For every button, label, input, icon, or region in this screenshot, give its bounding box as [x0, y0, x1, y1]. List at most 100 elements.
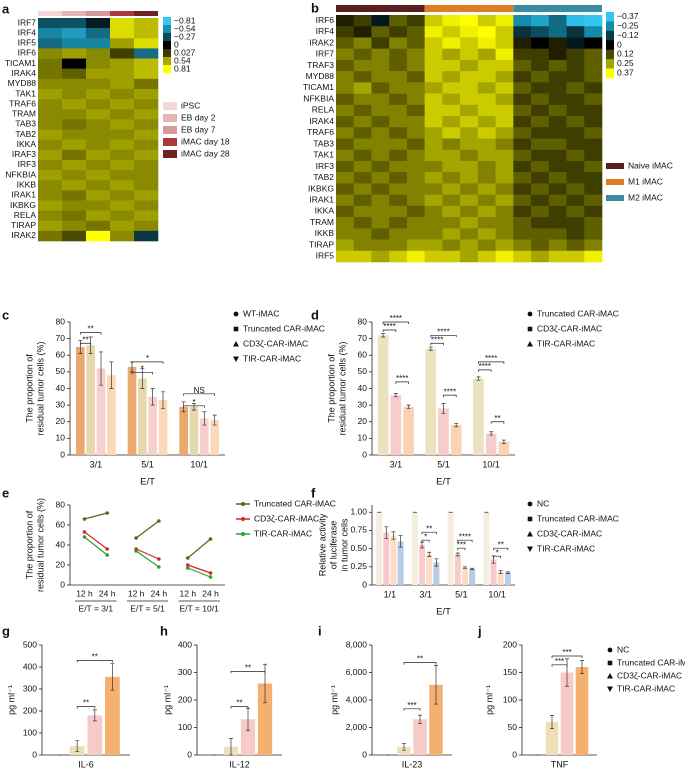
y-tick-label: 60 — [56, 350, 66, 360]
row-label: IRAK1 — [309, 195, 334, 205]
heat-cell — [353, 116, 372, 128]
legend-swatch — [163, 138, 177, 146]
heat-cell — [460, 37, 479, 49]
heat-cell — [548, 138, 567, 151]
heat-cell — [86, 88, 111, 100]
heat-cell — [424, 239, 443, 252]
panel-label: e — [2, 485, 9, 500]
heat-cell — [110, 119, 135, 130]
heat-cell — [62, 190, 87, 201]
heat-cell — [353, 104, 372, 117]
heat-cell — [62, 139, 87, 151]
heat-cell — [513, 93, 532, 106]
bar — [447, 512, 454, 585]
scale-box — [606, 40, 614, 51]
y-tick-label: 70 — [358, 333, 368, 343]
y-tick-label: 20 — [358, 416, 368, 426]
group-bar — [336, 5, 425, 12]
bar — [498, 441, 510, 455]
heat-cell — [442, 205, 461, 218]
heat-cell — [86, 68, 111, 80]
series-line — [135, 520, 160, 539]
error-bar — [78, 339, 83, 354]
y-tick-label: 30 — [358, 399, 368, 409]
heat-cell — [86, 159, 111, 171]
heat-cell — [584, 116, 603, 128]
bar — [461, 567, 468, 585]
significance-label: **** — [479, 362, 491, 371]
heat-cell — [62, 170, 87, 181]
scale-box — [163, 25, 171, 34]
y-tick-label: 500 — [23, 639, 37, 649]
heat-cell — [584, 71, 603, 83]
x-tick-label: IL-6 — [78, 759, 94, 769]
legend-marker — [527, 501, 533, 507]
y-tick-label: 80 — [358, 316, 368, 326]
row-label: MYD88 — [8, 78, 37, 88]
heat-cell — [495, 82, 514, 94]
heat-cell — [584, 104, 603, 117]
heat-cell — [406, 59, 425, 72]
scale-label: −0.25 — [617, 20, 639, 30]
significance-bracket — [457, 547, 466, 551]
row-label: IKBKG — [308, 183, 334, 193]
heat-cell — [460, 138, 479, 151]
error-bar — [92, 709, 97, 722]
heat-cell — [442, 127, 461, 139]
heat-cell — [531, 149, 550, 162]
heat-cell — [336, 15, 355, 27]
x-tick-label: 24 h — [99, 588, 116, 598]
point — [208, 571, 213, 575]
heat-cell — [531, 48, 550, 61]
bar — [377, 335, 389, 455]
heat-cell — [531, 138, 550, 151]
heat-cell — [389, 250, 408, 263]
y-tick-label: 300 — [178, 667, 192, 677]
legend-marker — [527, 546, 533, 552]
y-tick-label: 10 — [358, 433, 368, 443]
scale-label: −0.37 — [617, 11, 639, 21]
legend-label: CD3ζ-CAR-iMAC — [537, 528, 602, 538]
scale-label: 0.37 — [617, 68, 634, 78]
heat-cell — [460, 93, 479, 106]
heat-cell — [566, 228, 585, 240]
heat-cell — [110, 88, 135, 100]
y-tick-label: 150 — [503, 667, 517, 677]
heat-cell — [353, 93, 372, 106]
bar — [545, 722, 559, 755]
series-line — [135, 548, 160, 560]
error-bar — [470, 567, 475, 571]
heat-cell — [353, 149, 372, 162]
scale-box — [163, 17, 171, 26]
legend-label: TIR-CAR-iMAC — [537, 338, 595, 348]
heat-cell — [353, 160, 372, 173]
y-axis-label: The proportion of — [24, 354, 34, 423]
heat-cell — [460, 172, 479, 184]
heat-cell — [86, 38, 111, 49]
row-label: RELA — [14, 210, 37, 220]
heat-cell — [336, 37, 355, 49]
heat-cell — [38, 78, 63, 90]
heat-cell — [566, 104, 585, 117]
error-bar — [434, 558, 439, 567]
heat-cell — [134, 149, 159, 161]
heat-cell — [389, 37, 408, 49]
heat-cell — [531, 127, 550, 139]
heat-cell — [513, 82, 532, 94]
heat-cell — [424, 15, 443, 27]
heat-cell — [548, 149, 567, 162]
heat-cell — [371, 48, 390, 61]
heat-cell — [38, 119, 63, 130]
y-axis-label: pg ml⁻¹ — [6, 685, 16, 715]
point — [186, 563, 190, 567]
heat-cell — [460, 104, 479, 117]
heat-cell — [531, 104, 550, 117]
heat-cell — [353, 205, 372, 218]
heat-cell — [62, 200, 87, 211]
heat-cell — [495, 194, 514, 207]
y-tick-label: 6,000 — [346, 667, 368, 677]
bar — [376, 512, 383, 585]
heat-cell — [460, 160, 479, 173]
bar — [383, 532, 390, 585]
heat-cell — [406, 127, 425, 139]
